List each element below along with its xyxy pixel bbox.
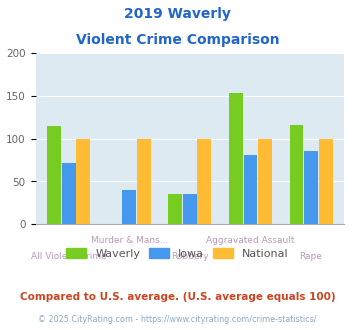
Text: Robbery: Robbery [171,252,209,261]
Bar [47,126,61,224]
Bar [137,139,151,224]
Text: Aggravated Assault: Aggravated Assault [206,236,295,245]
Text: © 2025 CityRating.com - https://www.cityrating.com/crime-statistics/: © 2025 CityRating.com - https://www.city… [38,315,317,324]
Bar [62,163,76,224]
Text: Violent Crime Comparison: Violent Crime Comparison [76,33,279,47]
Text: 2019 Waverly: 2019 Waverly [124,7,231,20]
Bar [76,139,90,224]
Bar [168,194,182,224]
Bar [290,125,304,224]
Bar [319,139,333,224]
Bar [244,155,257,224]
Text: Murder & Mans...: Murder & Mans... [91,236,168,245]
Bar [229,93,243,224]
Bar [197,139,212,224]
Bar [183,194,197,224]
Bar [304,150,318,224]
Text: Compared to U.S. average. (U.S. average equals 100): Compared to U.S. average. (U.S. average … [20,292,335,302]
Text: Rape: Rape [300,252,322,261]
Text: All Violent Crime: All Violent Crime [31,252,107,261]
Bar [122,190,136,224]
Bar [258,139,272,224]
Legend: Waverly, Iowa, National: Waverly, Iowa, National [62,244,293,263]
